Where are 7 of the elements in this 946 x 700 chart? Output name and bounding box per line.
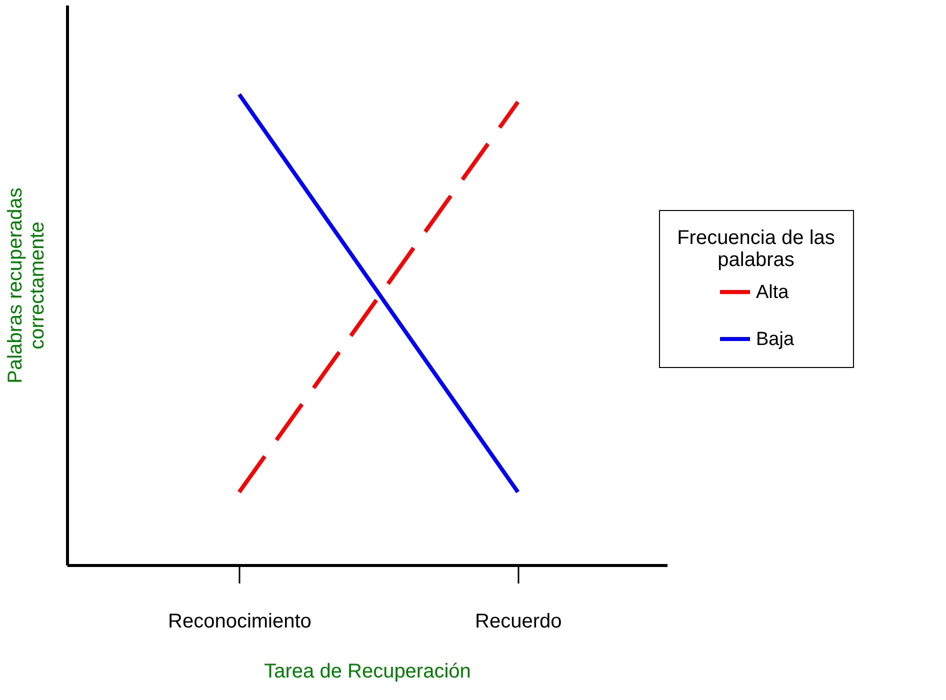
legend-label: Baja bbox=[756, 329, 794, 350]
legend-title: Frecuencia de las palabras bbox=[677, 227, 835, 271]
x-tick-label: Reconocimiento bbox=[168, 610, 312, 632]
x-tick-label: Recuerdo bbox=[475, 610, 562, 632]
legend-label: Alta bbox=[756, 282, 790, 303]
y-axis-title: Palabras recuperadas correctamente bbox=[4, 188, 48, 384]
x-axis-title: Tarea de Recuperación bbox=[264, 660, 471, 682]
